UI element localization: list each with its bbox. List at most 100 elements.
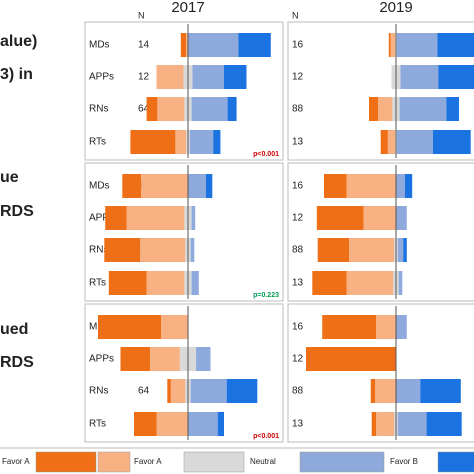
bar-segment: [104, 238, 141, 262]
bar-segment: [363, 206, 396, 230]
bar-segment: [122, 174, 142, 198]
bar-segment: [396, 33, 438, 57]
n-header: N: [138, 10, 145, 20]
legend-swatch: [437, 451, 474, 473]
bar-segment: [180, 33, 187, 57]
panel-title: 2019: [379, 0, 412, 16]
category-label: APPs: [89, 354, 114, 365]
panel-title: 2017: [171, 0, 204, 16]
n-label: 13: [292, 419, 304, 430]
side-label: ued: [0, 321, 28, 338]
bar-segment: [126, 206, 185, 230]
bar-segment: [186, 33, 188, 57]
bar-segment: [375, 379, 396, 403]
category-label: MDs: [89, 181, 110, 192]
bar-segment: [396, 174, 405, 198]
bar-segment: [130, 130, 176, 154]
n-header: N: [292, 10, 299, 20]
panel-frame: [287, 303, 474, 443]
bar-segment: [170, 379, 186, 403]
bar-segment: [156, 65, 184, 89]
bar-segment: [405, 174, 413, 198]
bar-segment: [317, 238, 350, 262]
bar-segment: [403, 238, 407, 262]
bar-segment: [397, 238, 404, 262]
bar-segment: [371, 412, 377, 436]
bar-segment: [141, 174, 188, 198]
bar-segment: [190, 238, 195, 262]
bar-segment: [196, 347, 211, 371]
side-label: 3) in: [0, 66, 33, 83]
bar-segment: [190, 379, 227, 403]
bar-segment: [438, 65, 474, 89]
n-label: 88: [292, 245, 304, 256]
side-label: alue): [0, 33, 37, 50]
legend-label: Favor A: [2, 457, 30, 466]
bar-segment: [312, 271, 347, 295]
n-label: 64: [138, 386, 150, 397]
bar-segment: [387, 130, 396, 154]
bar-segment: [156, 412, 188, 436]
legend-swatch: [97, 451, 131, 473]
bar-segment: [399, 97, 447, 121]
category-label: RNs: [89, 386, 108, 397]
bar-segment: [306, 347, 396, 371]
bar-segment: [108, 271, 147, 295]
p-value: p<0.001: [253, 433, 279, 440]
n-label: 88: [292, 386, 304, 397]
bar-segment: [191, 206, 196, 230]
bar-segment: [316, 206, 364, 230]
legend-label: Favor A: [134, 457, 162, 466]
bar-segment: [189, 130, 214, 154]
n-label: 16: [292, 322, 304, 333]
legend-label: Neutral: [250, 457, 276, 466]
bar-segment: [188, 412, 218, 436]
bar-segment: [396, 130, 433, 154]
bar-segment: [396, 206, 407, 230]
bar-segment: [191, 271, 199, 295]
bar-segment: [400, 65, 439, 89]
category-label: RTs: [89, 419, 106, 430]
bar-segment: [346, 271, 394, 295]
bar-segment: [150, 347, 180, 371]
bar-segment: [188, 174, 206, 198]
bar-segment: [370, 379, 376, 403]
bar-segment: [324, 174, 347, 198]
bar-segment: [437, 33, 474, 57]
legend-swatch: [35, 451, 97, 473]
p-value: p=0.223: [253, 292, 279, 299]
bar-segment: [157, 97, 185, 121]
bar-segment: [167, 379, 171, 403]
n-label: 14: [138, 40, 150, 51]
n-label: 12: [292, 354, 304, 365]
bar-segment: [105, 206, 127, 230]
bar-segment: [322, 315, 377, 339]
bar-segment: [98, 315, 161, 339]
bar-segment: [426, 412, 462, 436]
p-value: p<0.001: [253, 151, 279, 158]
bar-segment: [446, 97, 459, 121]
n-label: 12: [292, 213, 304, 224]
bar-segment: [398, 271, 403, 295]
bar-segment: [213, 130, 221, 154]
bar-segment: [378, 97, 393, 121]
panel-frame: [287, 21, 474, 161]
side-label: ue: [0, 169, 19, 186]
bar-segment: [120, 347, 151, 371]
bar-segment: [388, 33, 391, 57]
bar-segment: [227, 97, 237, 121]
bar-segment: [146, 97, 158, 121]
n-label: 16: [292, 40, 304, 51]
bar-segment: [146, 271, 185, 295]
panel-frame: [84, 303, 284, 443]
bar-segment: [134, 412, 157, 436]
bar-segment: [420, 379, 461, 403]
bar-segment: [226, 379, 258, 403]
category-label: APPs: [89, 213, 114, 224]
n-label: 64: [138, 104, 150, 115]
bar-segment: [390, 33, 396, 57]
n-label: 13: [292, 278, 304, 289]
legend-swatch: [299, 451, 385, 473]
category-label: RTs: [89, 278, 106, 289]
bar-segment: [376, 412, 395, 436]
